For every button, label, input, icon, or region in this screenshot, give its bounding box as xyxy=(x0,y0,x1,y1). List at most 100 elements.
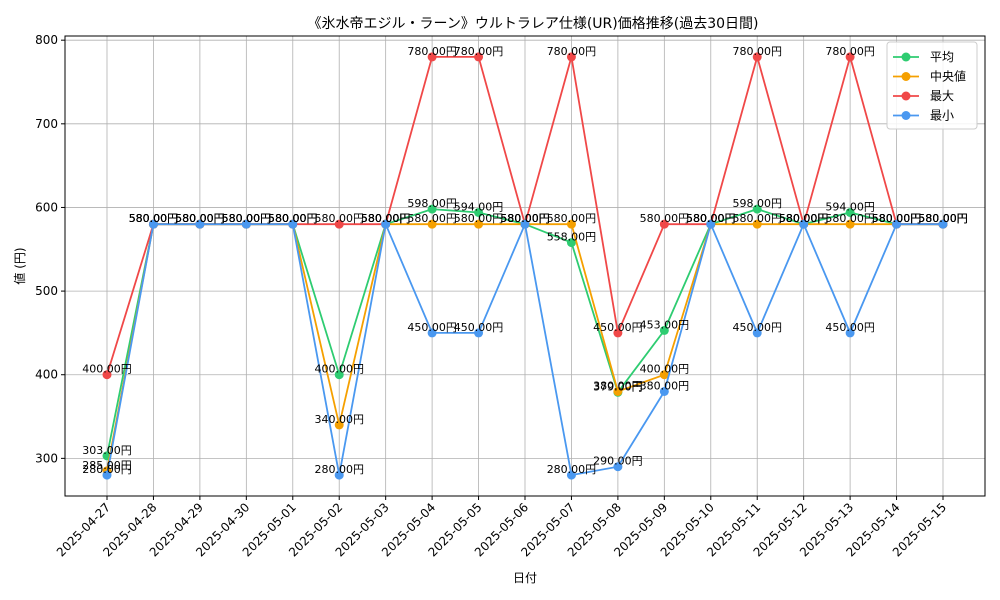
y-tick-label: 400 xyxy=(35,368,58,382)
x-axis-ticks: 2025-04-272025-04-282025-04-292025-04-30… xyxy=(54,496,949,559)
data-point xyxy=(102,370,112,380)
data-point xyxy=(427,328,437,338)
data-label: 453.00円 xyxy=(640,318,690,331)
data-label: 598.00円 xyxy=(732,197,782,210)
data-point xyxy=(613,328,623,338)
data-point xyxy=(845,328,855,338)
data-point xyxy=(334,370,344,380)
data-label: 290.00円 xyxy=(593,455,643,468)
legend-item: 最小 xyxy=(893,109,954,123)
data-point xyxy=(474,219,484,229)
data-label: 280.00円 xyxy=(314,463,364,476)
data-label: 340.00円 xyxy=(314,413,364,426)
data-label: 379.00円 xyxy=(593,380,643,393)
data-label: 580.00円 xyxy=(872,212,922,225)
data-label: 580.00円 xyxy=(361,212,411,225)
data-label: 580.00円 xyxy=(129,212,179,225)
legend-item: 最大 xyxy=(893,89,954,103)
data-label: 580.00円 xyxy=(268,212,318,225)
legend-label: 最大 xyxy=(930,89,954,103)
data-label: 580.00円 xyxy=(918,212,968,225)
data-label: 380.00円 xyxy=(593,379,643,392)
data-label: 780.00円 xyxy=(732,45,782,58)
data-point xyxy=(659,386,669,396)
data-label: 580.00円 xyxy=(222,212,272,225)
data-point xyxy=(845,52,855,62)
data-label: 400.00円 xyxy=(314,363,364,376)
data-label: 580.00円 xyxy=(129,212,179,225)
data-label: 450.00円 xyxy=(454,321,504,334)
data-label: 400.00円 xyxy=(82,363,132,376)
data-point xyxy=(752,328,762,338)
data-label: 380.00円 xyxy=(640,379,690,392)
data-label: 580.00円 xyxy=(361,212,411,225)
chart-title: 《氷水帝エジル・ラーン》ウルトラレア仕様(UR)価格推移(過去30日間) xyxy=(308,16,759,32)
data-label: 580.00円 xyxy=(361,212,411,225)
data-label: 580.00円 xyxy=(222,212,272,225)
data-label: 780.00円 xyxy=(407,45,457,58)
data-point xyxy=(334,420,344,430)
legend-label: 最小 xyxy=(930,109,954,123)
data-point xyxy=(195,219,205,229)
data-point xyxy=(427,219,437,229)
data-label: 780.00円 xyxy=(547,45,597,58)
data-label: 580.00円 xyxy=(779,212,829,225)
data-point xyxy=(427,52,437,62)
data-point xyxy=(102,470,112,480)
data-label: 580.00円 xyxy=(454,212,504,225)
data-label: 580.00円 xyxy=(918,212,968,225)
data-label: 580.00円 xyxy=(268,212,318,225)
data-label: 580.00円 xyxy=(686,212,736,225)
data-label: 580.00円 xyxy=(175,212,225,225)
data-point xyxy=(659,219,669,229)
data-label: 580.00円 xyxy=(872,212,922,225)
data-label: 580.00円 xyxy=(407,212,457,225)
data-label: 580.00円 xyxy=(825,212,875,225)
y-tick-label: 500 xyxy=(35,284,58,298)
data-label: 580.00円 xyxy=(129,212,179,225)
data-label: 594.00円 xyxy=(454,200,504,213)
data-label: 598.00円 xyxy=(407,197,457,210)
data-point xyxy=(474,328,484,338)
y-axis-label: 値 (円) xyxy=(12,247,27,284)
data-point xyxy=(566,470,576,480)
data-point xyxy=(381,219,391,229)
data-label: 450.00円 xyxy=(732,321,782,334)
data-point xyxy=(706,219,716,229)
data-label: 558.00円 xyxy=(547,231,597,244)
y-tick-label: 300 xyxy=(35,451,58,465)
data-point xyxy=(659,325,669,335)
x-axis-label: 日付 xyxy=(513,571,537,585)
y-tick-label: 700 xyxy=(35,117,58,131)
data-label: 303.00円 xyxy=(82,444,132,457)
data-point xyxy=(752,52,762,62)
data-label: 580.00円 xyxy=(268,212,318,225)
data-label: 580.00円 xyxy=(268,212,318,225)
legend-marker xyxy=(901,111,911,120)
y-tick-label: 800 xyxy=(35,33,58,47)
data-point xyxy=(613,386,623,396)
data-point xyxy=(474,207,484,217)
data-point xyxy=(752,219,762,229)
legend-marker xyxy=(901,91,911,101)
data-label: 580.00円 xyxy=(918,212,968,225)
data-label: 580.00円 xyxy=(500,212,550,225)
data-point xyxy=(752,204,762,214)
data-label: 580.00円 xyxy=(500,212,550,225)
data-label: 580.00円 xyxy=(779,212,829,225)
data-label: 450.00円 xyxy=(407,321,457,334)
data-label: 780.00円 xyxy=(454,45,504,58)
data-point xyxy=(427,204,437,214)
data-label: 580.00円 xyxy=(175,212,225,225)
y-tick-label: 600 xyxy=(35,200,58,214)
data-point xyxy=(148,219,158,229)
data-point xyxy=(845,219,855,229)
data-label: 580.00円 xyxy=(175,212,225,225)
data-label: 580.00円 xyxy=(779,212,829,225)
data-point xyxy=(845,207,855,217)
data-point xyxy=(334,470,344,480)
data-point xyxy=(566,219,576,229)
data-label: 280.00円 xyxy=(82,463,132,476)
data-point xyxy=(659,370,669,380)
data-label: 450.00円 xyxy=(825,321,875,334)
